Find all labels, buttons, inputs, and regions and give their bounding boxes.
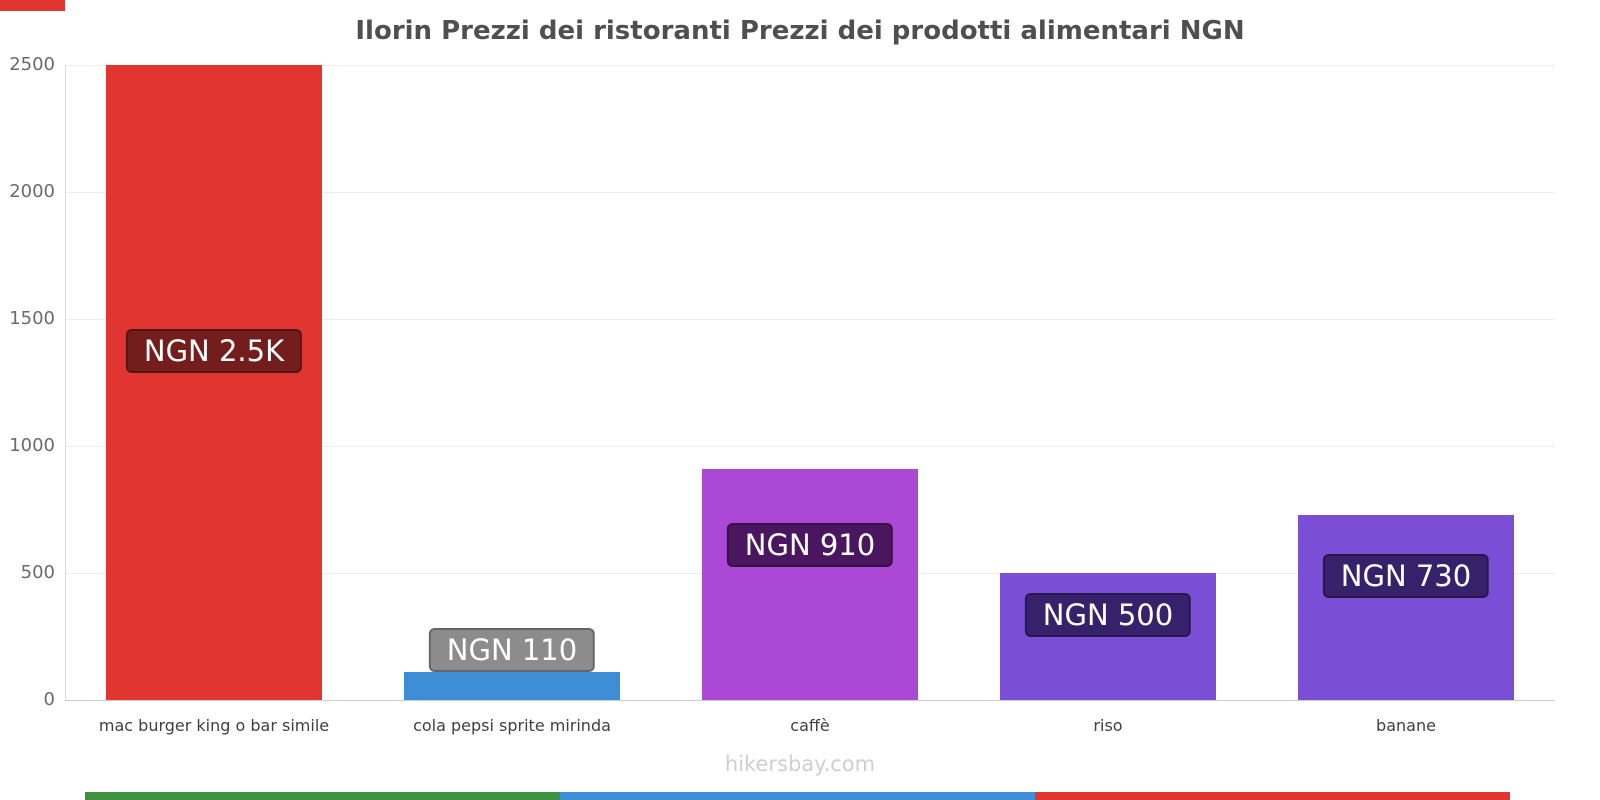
gridline [65, 192, 1555, 193]
x-tick-label: cola pepsi sprite mirinda [413, 716, 611, 735]
y-tick-label: 0 [43, 689, 55, 710]
bar-value-label: NGN 110 [428, 628, 596, 673]
decor-strip-top-left [0, 0, 65, 11]
y-tick-label: 2000 [9, 181, 55, 202]
bar-value-label: NGN 2.5K [125, 328, 303, 373]
bar [1298, 514, 1514, 700]
x-tick-label: caffè [790, 716, 830, 735]
bar [106, 65, 322, 700]
gridline [65, 65, 1555, 66]
gridline [65, 319, 1555, 320]
x-tick-label: mac burger king o bar simile [98, 716, 330, 735]
bar [404, 672, 620, 700]
decor-strip-segment [1035, 792, 1510, 800]
bar-value-label: NGN 910 [726, 523, 894, 568]
bar [702, 468, 918, 700]
y-tick-label: 1000 [9, 435, 55, 456]
y-tick-label: 500 [20, 562, 55, 583]
y-tick-label: 2500 [9, 54, 55, 75]
decor-strip-segment [560, 792, 1035, 800]
bar-value-label: NGN 500 [1024, 592, 1192, 637]
bar-value-label: NGN 730 [1322, 553, 1490, 598]
gridline [65, 446, 1555, 447]
x-tick-label: riso [1093, 716, 1123, 735]
decor-bottom-strips [85, 792, 1510, 800]
footer-link[interactable]: hikersbay.com [724, 752, 876, 776]
chart-title: Ilorin Prezzi dei ristoranti Prezzi dei … [355, 16, 1245, 46]
decor-strip-segment [85, 792, 560, 800]
x-axis-line [65, 700, 1555, 701]
y-tick-label: 1500 [9, 308, 55, 329]
x-tick-label: banane [1376, 716, 1436, 735]
y-axis-line [65, 65, 66, 700]
